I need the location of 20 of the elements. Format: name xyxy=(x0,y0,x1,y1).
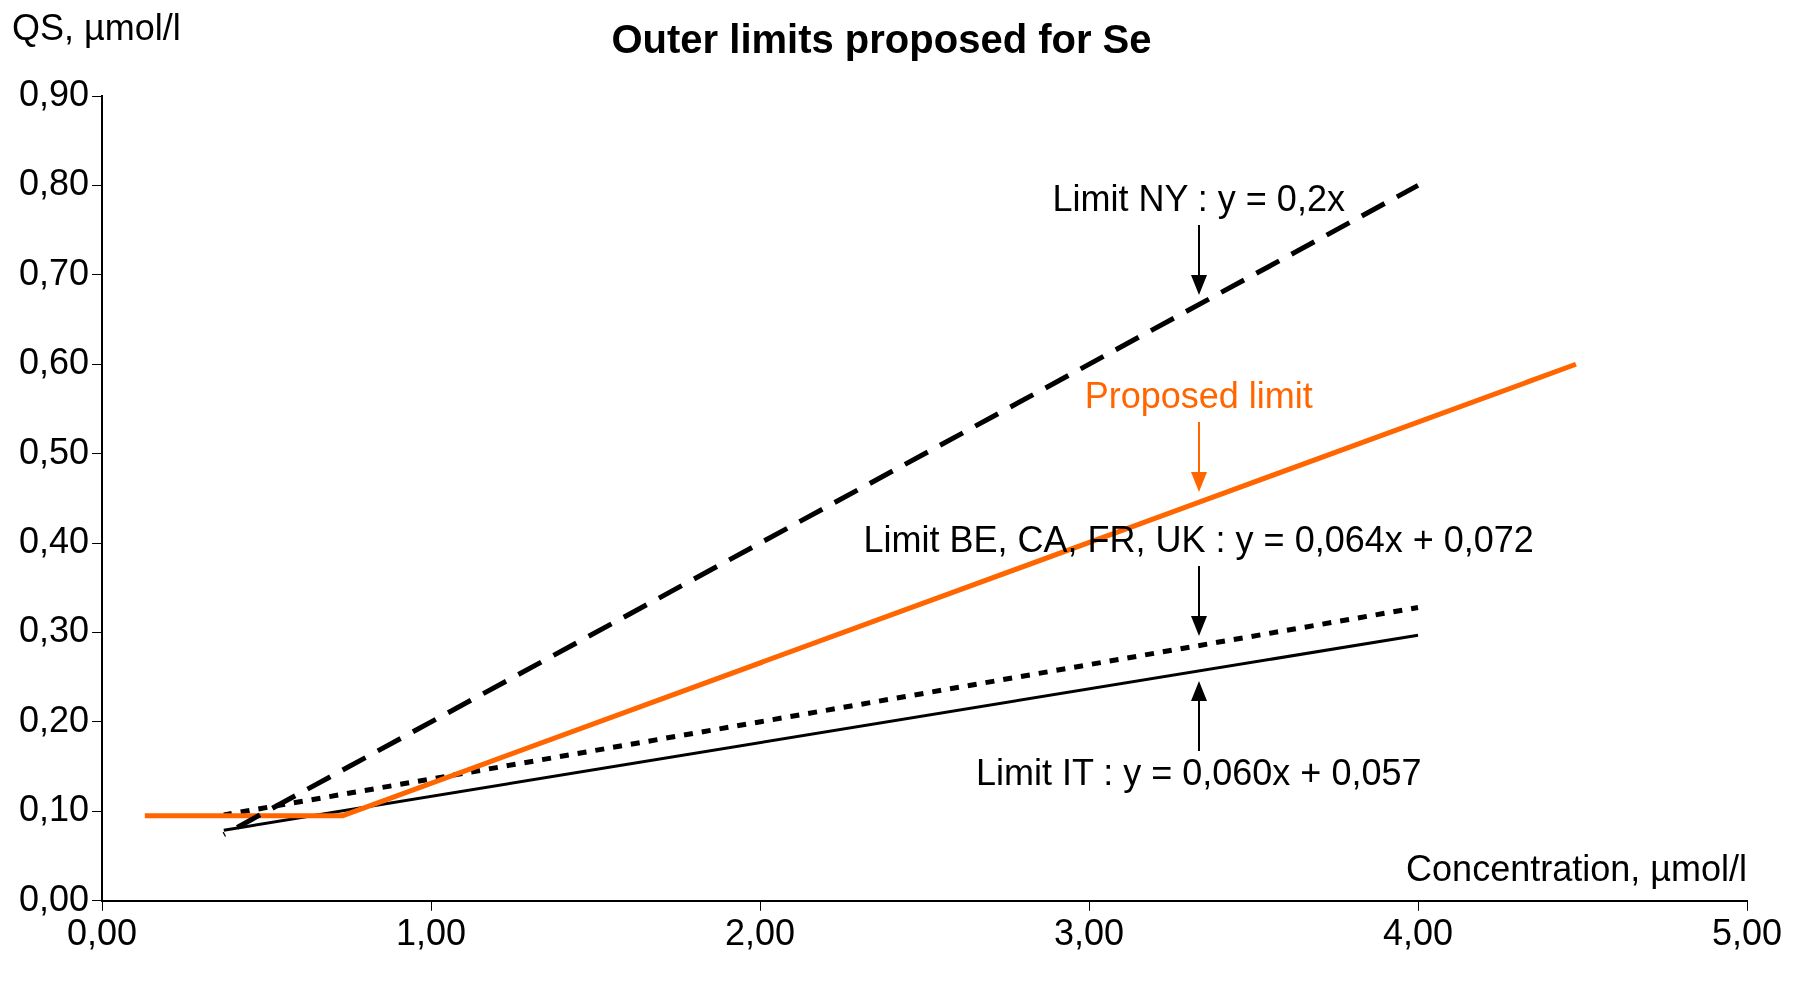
annotation: Proposed limit xyxy=(1084,375,1313,417)
y-tick-label: 0,30 xyxy=(18,609,90,651)
y-tick-label: 0,20 xyxy=(18,698,90,740)
y-tick-label: 0,80 xyxy=(18,162,90,204)
chart-title: Outer limits proposed for Se xyxy=(611,17,1152,62)
x-tick-label: 3,00 xyxy=(1053,912,1125,954)
x-axis-title: Concentration, µmol/l xyxy=(1406,847,1747,889)
y-axis-title: QS, µmol/l xyxy=(12,6,181,48)
y-tick-label: 0,50 xyxy=(18,430,90,472)
y-tick-label: 0,60 xyxy=(18,341,90,383)
y-tick-label: 0,10 xyxy=(18,788,90,830)
y-tick-label: 0,90 xyxy=(18,72,90,114)
x-tick-label: 5,00 xyxy=(1711,912,1783,954)
y-tick-label: 0,40 xyxy=(18,520,90,562)
x-tick-label: 1,00 xyxy=(396,912,467,954)
annotation: Limit NY : y = 0,2x xyxy=(1052,177,1345,219)
y-tick-label: 0,70 xyxy=(18,251,90,293)
x-tick-label: 2,00 xyxy=(725,912,796,954)
x-tick-label: 4,00 xyxy=(1382,912,1454,954)
annotation: Limit IT : y = 0,060x + 0,057 xyxy=(975,751,1422,793)
